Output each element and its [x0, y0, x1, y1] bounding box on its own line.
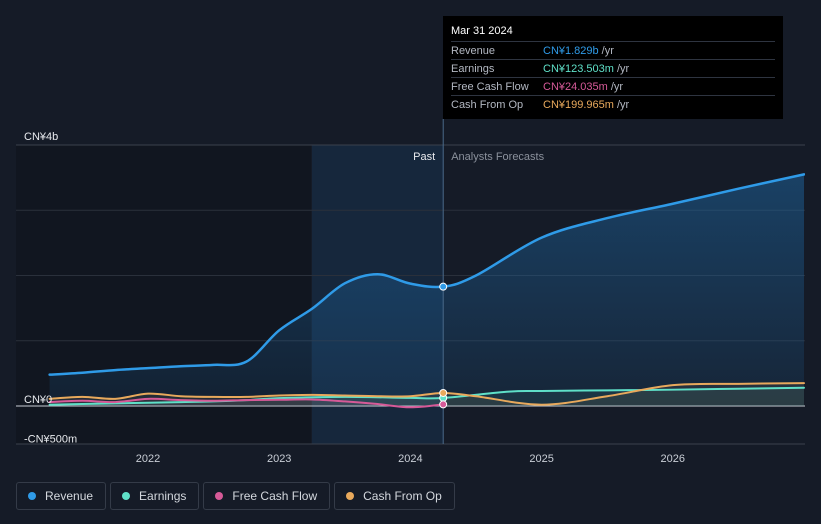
- legend-dot-icon: [122, 492, 131, 500]
- legend-dot-icon: [346, 492, 355, 500]
- tooltip-unit: /yr: [601, 44, 614, 57]
- legend: Revenue Earnings Free Cash Flow Cash Fro…: [16, 482, 455, 512]
- legend-item-earnings[interactable]: Earnings: [110, 482, 200, 510]
- series-line-cash-from-op: [48, 382, 805, 406]
- legend-dot-icon: [215, 492, 224, 500]
- x-tick-label: 2024: [398, 453, 422, 465]
- tooltip-unit: /yr: [616, 98, 630, 111]
- x-tick-label: 2023: [267, 453, 291, 465]
- legend-label: Cash From Op: [363, 489, 442, 503]
- series-area-revenue: [49, 174, 805, 406]
- series-marker-revenue: [439, 282, 448, 291]
- y-tick-label: -CN¥500m: [24, 434, 77, 446]
- tooltip-value: CN¥1.829b: [543, 44, 599, 57]
- y-tick-label: CN¥0: [24, 394, 52, 406]
- series-line-free-cash-flow: [48, 397, 445, 409]
- legend-item-free-cash-flow[interactable]: Free Cash Flow: [203, 482, 331, 510]
- y-tick-label: CN¥4b: [24, 131, 58, 143]
- tooltip-label: Cash From Op: [451, 98, 524, 111]
- x-tick-label: 2022: [136, 453, 160, 465]
- tooltip-row-free-cash-flow: Free Cash Flow CN¥24.035m /yr: [451, 77, 775, 95]
- tooltip-value: CN¥199.965m: [543, 98, 614, 111]
- tooltip-row-cash-from-op: Cash From Op CN¥199.965m /yr: [451, 95, 775, 113]
- series-marker-free-cash-flow: [439, 400, 448, 409]
- x-tick-label: 2026: [661, 453, 685, 465]
- past-label: Past: [413, 151, 435, 163]
- tooltip-label: Free Cash Flow: [451, 80, 529, 93]
- legend-label: Revenue: [45, 489, 94, 503]
- tooltip-unit: /yr: [616, 62, 630, 75]
- legend-item-revenue[interactable]: Revenue: [16, 482, 107, 510]
- tooltip-label: Earnings: [451, 62, 495, 75]
- legend-dot-icon: [28, 492, 36, 500]
- series-line-revenue: [48, 173, 805, 376]
- tooltip-value: CN¥24.035m: [543, 80, 608, 93]
- series-marker-cash-from-op: [439, 388, 448, 397]
- tooltip: Mar 31 2024 Revenue CN¥1.829b /yr Earnin…: [443, 16, 783, 119]
- tooltip-row-earnings: Earnings CN¥123.503m /yr: [451, 59, 775, 77]
- legend-label: Free Cash Flow: [232, 489, 318, 503]
- tooltip-unit: /yr: [610, 80, 624, 93]
- legend-label: Earnings: [139, 489, 187, 503]
- tooltip-row-revenue: Revenue CN¥1.829b /yr: [451, 41, 775, 59]
- forecast-label: Analysts Forecasts: [451, 151, 544, 163]
- legend-item-cash-from-op[interactable]: Cash From Op: [334, 482, 455, 510]
- tooltip-value: CN¥123.503m: [543, 62, 614, 75]
- tooltip-date: Mar 31 2024: [451, 25, 513, 37]
- tooltip-label: Revenue: [451, 44, 496, 57]
- x-tick-label: 2025: [529, 453, 553, 465]
- series-area-free-cash-flow: [49, 398, 444, 408]
